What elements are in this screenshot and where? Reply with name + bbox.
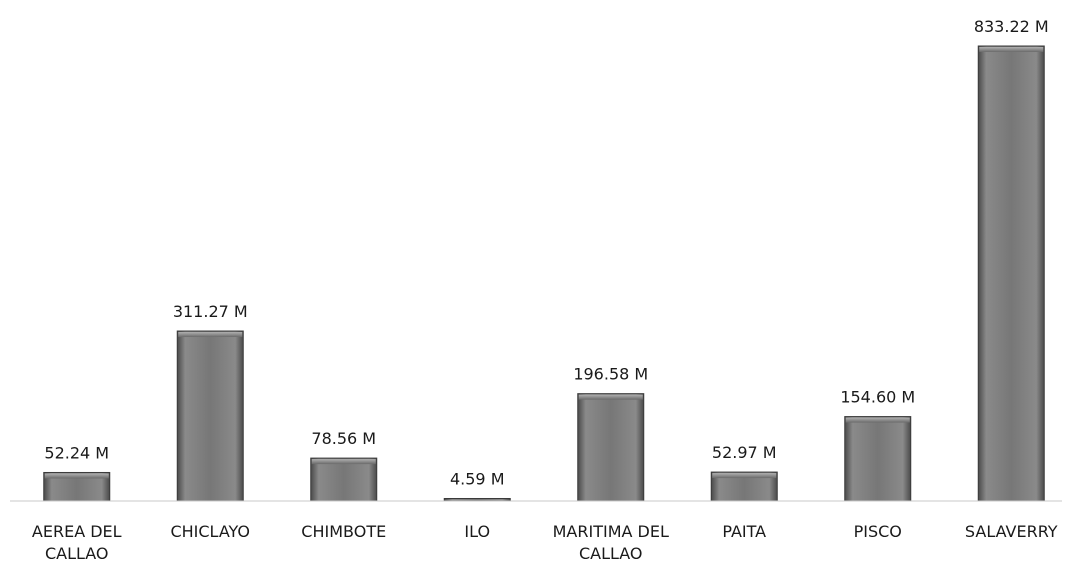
bar-bevel-7 <box>979 47 1044 52</box>
bar-bevel-5 <box>712 473 777 479</box>
data-label-5: 52.97 M <box>712 443 777 462</box>
category-label-2: CHIMBOTE <box>301 522 386 541</box>
bar-6 <box>844 416 912 502</box>
bar-bevel-6 <box>845 417 910 423</box>
data-label-1: 311.27 M <box>173 302 248 321</box>
category-label-6: PISCO <box>854 522 902 541</box>
bar-7 <box>977 45 1045 502</box>
data-label-3: 4.59 M <box>450 469 505 488</box>
category-labels-layer: AEREA DEL CALLAO CHICLAYO CHIMBOTE ILO MARITI… <box>32 522 1058 563</box>
bar-2 <box>310 457 378 502</box>
bar-bevel-4 <box>578 394 643 400</box>
bar-bevel-1 <box>178 332 243 338</box>
bar-1 <box>176 330 244 502</box>
bar-bevel-0 <box>44 473 109 479</box>
bars-layer <box>43 45 1045 502</box>
bar-4 <box>577 393 645 502</box>
data-label-4: 196.58 M <box>573 365 648 384</box>
category-label-1: CHICLAYO <box>170 522 250 541</box>
data-label-6: 154.60 M <box>840 388 915 407</box>
category-label-0: AEREA DEL CALLAO <box>32 522 122 563</box>
data-label-2: 78.56 M <box>311 429 376 448</box>
bar-bevel-2 <box>311 459 376 465</box>
category-label-3: ILO <box>464 522 490 541</box>
category-label-7: SALAVERRY <box>965 522 1058 541</box>
data-label-0: 52.24 M <box>44 443 109 462</box>
category-label-5: PAITA <box>722 522 766 541</box>
category-label-4: MARITIMA DEL CALLAO <box>553 522 669 563</box>
labels-layer: 52.24 M 311.27 M 78.56 M 4.59 M 196.58 M 52.9… <box>44 17 1048 488</box>
data-label-7: 833.22 M <box>974 17 1049 36</box>
